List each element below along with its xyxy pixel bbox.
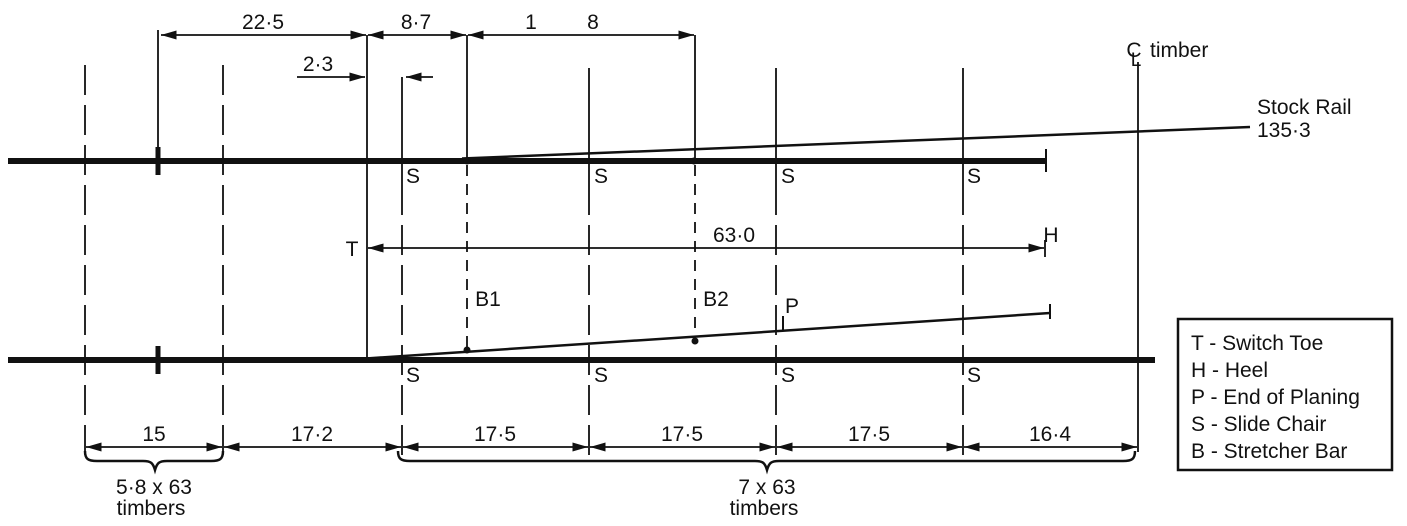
dim-label-18-left: 1 <box>525 11 537 34</box>
top-switch-rail <box>461 125 1251 160</box>
dim-label-15: 15 <box>142 423 165 446</box>
right-timbers-label-line2: timbers <box>730 497 799 520</box>
slide-chair-top-4: S <box>967 165 981 188</box>
stretcher-b1-label: B1 <box>475 288 501 311</box>
slide-chair-top-3: S <box>781 165 795 188</box>
left-timbers-label-line1: 5·8 x 63 <box>116 476 192 499</box>
slide-chair-bottom-1: S <box>406 364 420 387</box>
legend-item-slide-chair: S - Slide Chair <box>1191 413 1326 436</box>
slide-chair-top-1: S <box>406 165 420 188</box>
legend-box <box>1176 317 1394 472</box>
right-timbers-brace <box>396 450 1137 475</box>
slide-chair-top-2: S <box>594 165 608 188</box>
stock-rail-label: Stock Rail <box>1257 96 1352 119</box>
right-timbers-label-line1: 7 x 63 <box>738 476 795 499</box>
heel-marker-label: H <box>1043 224 1058 247</box>
slide-chair-bottom-2: S <box>594 364 608 387</box>
dim-label-16-4: 16·4 <box>1029 423 1071 446</box>
b1-bottom-attachment-dot <box>463 346 471 354</box>
b1-top-attachment-dot <box>463 157 471 165</box>
centerline-symbol-c: C <box>1126 39 1141 62</box>
legend-item-heel: H - Heel <box>1191 359 1268 382</box>
dim-label-17-5-c: 17·5 <box>848 423 890 446</box>
left-timbers-label-line2: timbers <box>117 497 186 520</box>
dim-label-18-right: 8 <box>587 11 599 34</box>
dim-label-17-2: 17·2 <box>291 423 333 446</box>
legend-item-switch-toe: T - Switch Toe <box>1191 332 1323 355</box>
legend-item-end-of-planing: P - End of Planing <box>1191 386 1360 409</box>
dim-label-17-5-a: 17·5 <box>474 423 516 446</box>
centerline-symbol-l: L <box>1131 50 1142 71</box>
centerline-timber-label: timber <box>1150 39 1208 62</box>
b2-bottom-attachment-dot <box>691 337 699 345</box>
dim-label-17-5-b: 17·5 <box>661 423 703 446</box>
end-of-planing-label: P <box>785 295 799 318</box>
legend-item-stretcher-bar: B - Stretcher Bar <box>1191 440 1347 463</box>
dim-label-2-3: 2·3 <box>303 53 333 76</box>
slide-chair-bottom-4: S <box>967 364 981 387</box>
slide-chair-bottom-3: S <box>781 364 795 387</box>
dim-label-22-5: 22·5 <box>242 11 284 34</box>
stretcher-b2-label: B2 <box>703 288 729 311</box>
toe-marker-label: T <box>346 238 359 261</box>
bottom-switch-rail <box>365 311 1051 360</box>
b2-top-attachment-dot <box>690 157 698 165</box>
dim-label-8-7: 8·7 <box>401 11 431 34</box>
dim-label-63-0: 63·0 <box>713 224 755 247</box>
left-timbers-brace <box>83 450 225 475</box>
stock-rail-weight: 135·3 <box>1257 119 1311 142</box>
